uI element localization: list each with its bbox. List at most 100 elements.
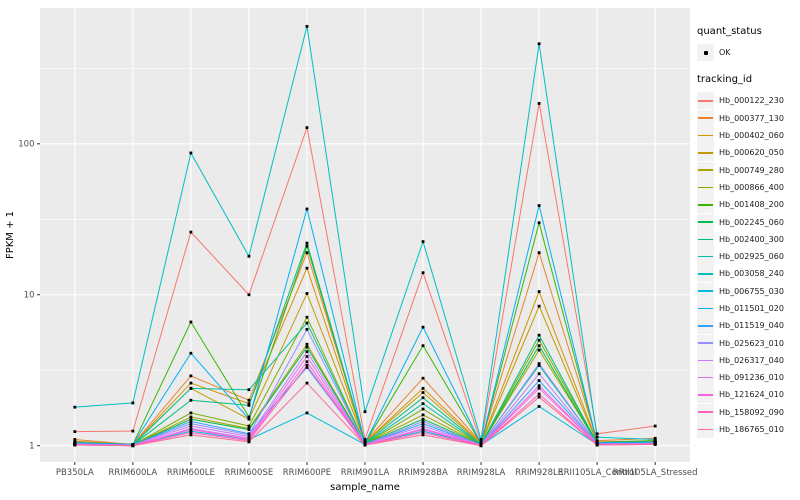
legend-item-Hb_000377_130[interactable]: Hb_000377_130 — [697, 109, 797, 127]
data-point — [189, 381, 193, 385]
data-point — [247, 428, 251, 431]
data-point — [653, 424, 657, 428]
data-point — [305, 411, 309, 415]
series-color-swatch — [698, 359, 713, 362]
data-point — [595, 435, 599, 439]
legend-item-label: Hb_091236_010 — [719, 373, 784, 383]
data-point — [421, 433, 425, 437]
legend-item-label: Hb_006755_030 — [719, 286, 784, 296]
data-point — [421, 325, 425, 329]
data-point — [537, 405, 541, 408]
data-point — [189, 320, 193, 324]
legend-item-Hb_186765_010[interactable]: Hb_186765_010 — [697, 421, 797, 439]
legend-item-label: Hb_001408_200 — [719, 200, 784, 210]
data-point — [189, 424, 193, 428]
data-point — [247, 388, 251, 392]
series-color-swatch — [698, 221, 713, 223]
line-key-icon — [697, 178, 714, 196]
data-point — [537, 42, 541, 46]
legend: quant_status OK tracking_id Hb_000122_23… — [697, 26, 797, 439]
data-point — [247, 293, 251, 297]
legend-item-label: Hb_026317_040 — [719, 355, 784, 365]
line-key-icon — [697, 403, 714, 421]
data-point — [305, 207, 309, 211]
data-point — [305, 327, 309, 331]
legend-item-Hb_011519_040[interactable]: Hb_011519_040 — [697, 317, 797, 335]
data-point — [537, 102, 541, 105]
x-tick-label: RRIM600LE — [167, 468, 215, 478]
legend-item-Hb_002925_060[interactable]: Hb_002925_060 — [697, 248, 797, 266]
data-point — [479, 438, 483, 441]
data-point — [247, 433, 251, 437]
data-point — [189, 386, 193, 390]
data-point — [537, 348, 541, 352]
data-point — [131, 401, 135, 405]
legend-item-Hb_000866_400[interactable]: Hb_000866_400 — [697, 178, 797, 196]
data-point — [421, 391, 425, 394]
data-point — [305, 342, 309, 346]
data-point — [363, 410, 367, 414]
legend-item-Hb_121624_010[interactable]: Hb_121624_010 — [697, 386, 797, 404]
legend-item-label: Hb_011501_020 — [719, 304, 784, 313]
legend-block-tracking-id: tracking_id Hb_000122_230 Hb_000377_130 Hb… — [697, 74, 797, 439]
legend-title-tracking-id: tracking_id — [697, 74, 753, 86]
legend-item-Hb_002400_300[interactable]: Hb_002400_300 — [697, 230, 797, 248]
data-point — [189, 351, 193, 355]
data-point — [131, 429, 135, 433]
line-key-icon — [697, 161, 714, 179]
legend-item-Hb_001408_200[interactable]: Hb_001408_200 — [697, 196, 797, 214]
legend-item-label: Hb_000402_060 — [719, 131, 784, 141]
line-key-icon — [697, 144, 714, 162]
line-key-icon — [697, 317, 714, 335]
data-point — [305, 244, 309, 248]
data-point — [247, 435, 251, 438]
legend-item-quant-status-ok[interactable]: OK — [697, 44, 797, 62]
line-key-icon — [697, 109, 714, 127]
data-point — [305, 366, 309, 369]
legend-item-Hb_025623_010[interactable]: Hb_025623_010 — [697, 334, 797, 352]
data-point — [305, 126, 309, 130]
legend-item-Hb_000749_280[interactable]: Hb_000749_280 — [697, 161, 797, 179]
data-point — [421, 422, 425, 426]
line-key-icon — [697, 265, 714, 283]
legend-item-Hb_158092_090[interactable]: Hb_158092_090 — [697, 403, 797, 421]
x-tick-label: RRII105LA_Control — [558, 468, 637, 478]
line-key-icon — [697, 127, 714, 145]
line-key-icon — [697, 248, 714, 266]
data-point — [189, 151, 193, 155]
legend-item-Hb_011501_020[interactable]: Hb_011501_020 — [697, 300, 797, 317]
series-color-swatch — [698, 376, 713, 379]
legend-item-Hb_000402_060[interactable]: Hb_000402_060 — [697, 127, 797, 145]
data-point — [189, 419, 193, 423]
data-point — [305, 266, 309, 270]
series-color-swatch — [698, 255, 713, 258]
series-color-swatch — [698, 186, 713, 189]
data-point — [131, 444, 135, 448]
legend-item-label: Hb_000620_050 — [719, 148, 784, 158]
data-point — [421, 407, 425, 411]
data-point — [421, 424, 425, 428]
legend-item-Hb_002245_060[interactable]: Hb_002245_060 — [697, 213, 797, 231]
legend-item-Hb_000620_050[interactable]: Hb_000620_050 — [697, 144, 797, 162]
data-point — [73, 443, 77, 447]
legend-item-Hb_000122_230[interactable]: Hb_000122_230 — [697, 92, 797, 110]
line-key-icon — [697, 230, 714, 248]
legend-item-label: Hb_002925_060 — [719, 252, 784, 262]
legend-item-Hb_006755_030[interactable]: Hb_006755_030 — [697, 282, 797, 300]
legend-title-quant-status: quant_status — [697, 26, 762, 37]
data-point — [305, 350, 309, 354]
series-color-swatch — [698, 238, 713, 241]
legend-item-Hb_091236_010[interactable]: Hb_091236_010 — [697, 369, 797, 387]
data-point — [189, 230, 193, 234]
series-color-swatch — [698, 394, 713, 396]
series-color-swatch — [698, 169, 713, 171]
legend-item-Hb_003058_240[interactable]: Hb_003058_240 — [697, 265, 797, 283]
data-point — [305, 381, 309, 385]
data-point — [537, 386, 541, 390]
data-point — [189, 433, 193, 437]
line-key-icon — [697, 282, 714, 300]
x-tick-label: RRIM928LE — [515, 468, 563, 478]
legend-item-Hb_026317_040[interactable]: Hb_026317_040 — [697, 351, 797, 369]
data-point — [421, 429, 425, 433]
